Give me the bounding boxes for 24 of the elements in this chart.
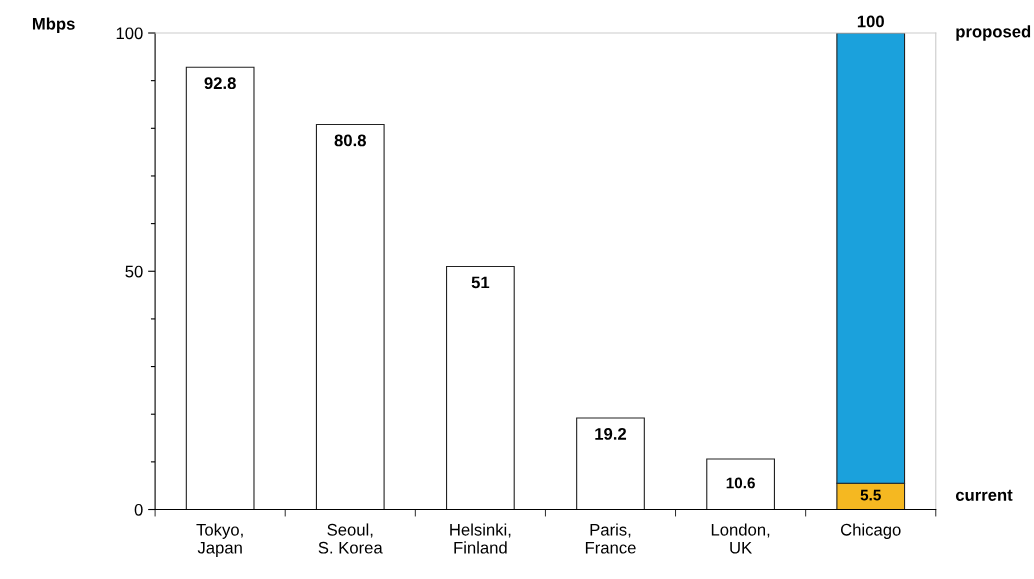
x-tick-label: Paris, France (585, 523, 636, 554)
x-tick-label: Helsinki, Finland (450, 523, 511, 554)
data-label: 10.6 (726, 477, 755, 489)
text: current (955, 489, 1013, 501)
x-tick-label: Chicago (840, 523, 901, 539)
data-label: 5.5 (860, 489, 881, 501)
bar (576, 417, 645, 510)
bar (185, 66, 255, 510)
bar (445, 265, 515, 510)
y-tick-label: 100 (116, 27, 143, 40)
data-label: 19.2 (595, 428, 627, 440)
x-tick-label: Tokyo, Japan (196, 523, 243, 557)
y-tick-label: 50 (125, 265, 143, 278)
text: proposed (956, 25, 1031, 41)
data-label: 80.8 (334, 134, 366, 147)
x-tick-label: Seoul, S. Korea (318, 523, 383, 554)
bar (315, 123, 385, 510)
data-label: 92.8 (204, 77, 236, 90)
y-axis-title: Mbps (32, 17, 75, 33)
x-tick-label: London, UK (711, 523, 770, 554)
total-label: 100 (857, 15, 884, 28)
y-tick-label: 0 (134, 503, 143, 516)
data-label: 51 (471, 276, 490, 289)
bar (706, 458, 775, 510)
